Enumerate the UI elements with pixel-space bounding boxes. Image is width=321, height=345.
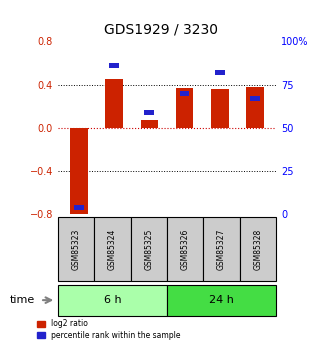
Text: GSM85325: GSM85325: [144, 229, 153, 270]
Text: GSM85323: GSM85323: [72, 229, 81, 270]
Text: GSM85324: GSM85324: [108, 229, 117, 270]
Bar: [176, 88, 193, 128]
Text: GDS1929 / 3230: GDS1929 / 3230: [103, 22, 218, 37]
Text: GSM85327: GSM85327: [217, 229, 226, 270]
Bar: [109, 63, 119, 68]
Bar: [141, 120, 158, 128]
Bar: [179, 91, 189, 96]
Bar: [211, 89, 229, 128]
Bar: [144, 110, 154, 115]
Text: GSM85326: GSM85326: [181, 229, 190, 270]
Bar: [246, 87, 264, 128]
Bar: [74, 205, 84, 210]
Text: 6 h: 6 h: [104, 295, 121, 305]
Legend: log2 ratio, percentile rank within the sample: log2 ratio, percentile rank within the s…: [36, 318, 182, 341]
Text: time: time: [10, 295, 35, 305]
Bar: [70, 128, 88, 216]
Text: 24 h: 24 h: [209, 295, 234, 305]
Bar: [215, 70, 225, 75]
Bar: [105, 79, 123, 128]
Bar: [250, 96, 260, 101]
Text: GSM85328: GSM85328: [253, 229, 262, 270]
